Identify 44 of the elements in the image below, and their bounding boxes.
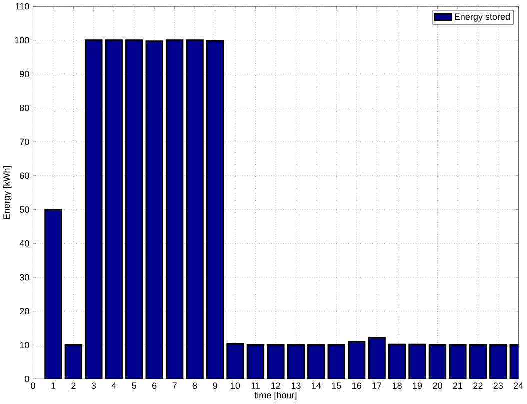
x-tick-label: 18 [392,382,402,390]
y-tick-label: 60 [20,172,30,180]
x-tick-label: 24 [514,382,524,390]
x-tick-label: 1 [52,382,56,390]
x-tick-label: 7 [172,382,177,390]
y-tick-label: 20 [20,308,30,315]
x-tick-label: 11 [252,382,260,390]
x-tick-label: 5 [132,382,136,390]
x-tick-label: 19 [413,382,422,390]
y-tick-label: 70 [20,138,30,146]
y-tick-label: 10 [20,342,30,349]
x-tick-label: 12 [272,382,280,390]
y-tick-label: 50 [20,206,30,214]
x-tick-label: 21 [453,382,463,390]
x-tick-label: 2 [72,382,76,390]
y-tick-label: 90 [20,71,30,78]
bar [368,338,386,380]
x-tick-label: 8 [192,382,198,390]
y-tick-label: 40 [20,240,30,247]
y-tick-label: 0 [25,376,30,382]
x-tick-label: 23 [494,382,504,390]
x-tick-label: 10 [231,382,240,390]
x-tick-label: 20 [433,382,442,390]
y-tick-label: 30 [20,274,30,281]
x-tick-label: 3 [92,382,96,390]
y-axis-title: Energy [kWh] [3,166,12,220]
x-tick-label: 17 [372,382,382,390]
y-tick-label: 80 [20,105,30,112]
bar [86,40,102,380]
x-tick-label: 16 [352,382,362,390]
x-tick-label: 13 [292,382,301,390]
bar [186,40,204,380]
x-tick-label: 15 [332,382,342,390]
x-tick-label: 9 [213,382,218,390]
x-tick-label: 6 [152,382,157,390]
x-tick-label: 22 [474,382,483,390]
y-tick-label: 100 [15,37,30,44]
y-tick-label: 110 [16,3,30,10]
x-tick-label: 14 [312,382,322,390]
legend-label: Energy stored [455,14,510,22]
x-tick-label: 4 [112,382,116,390]
x-tick-label: 0 [31,382,36,390]
x-axis-title: time [hour] [254,392,297,401]
bar [45,210,62,380]
